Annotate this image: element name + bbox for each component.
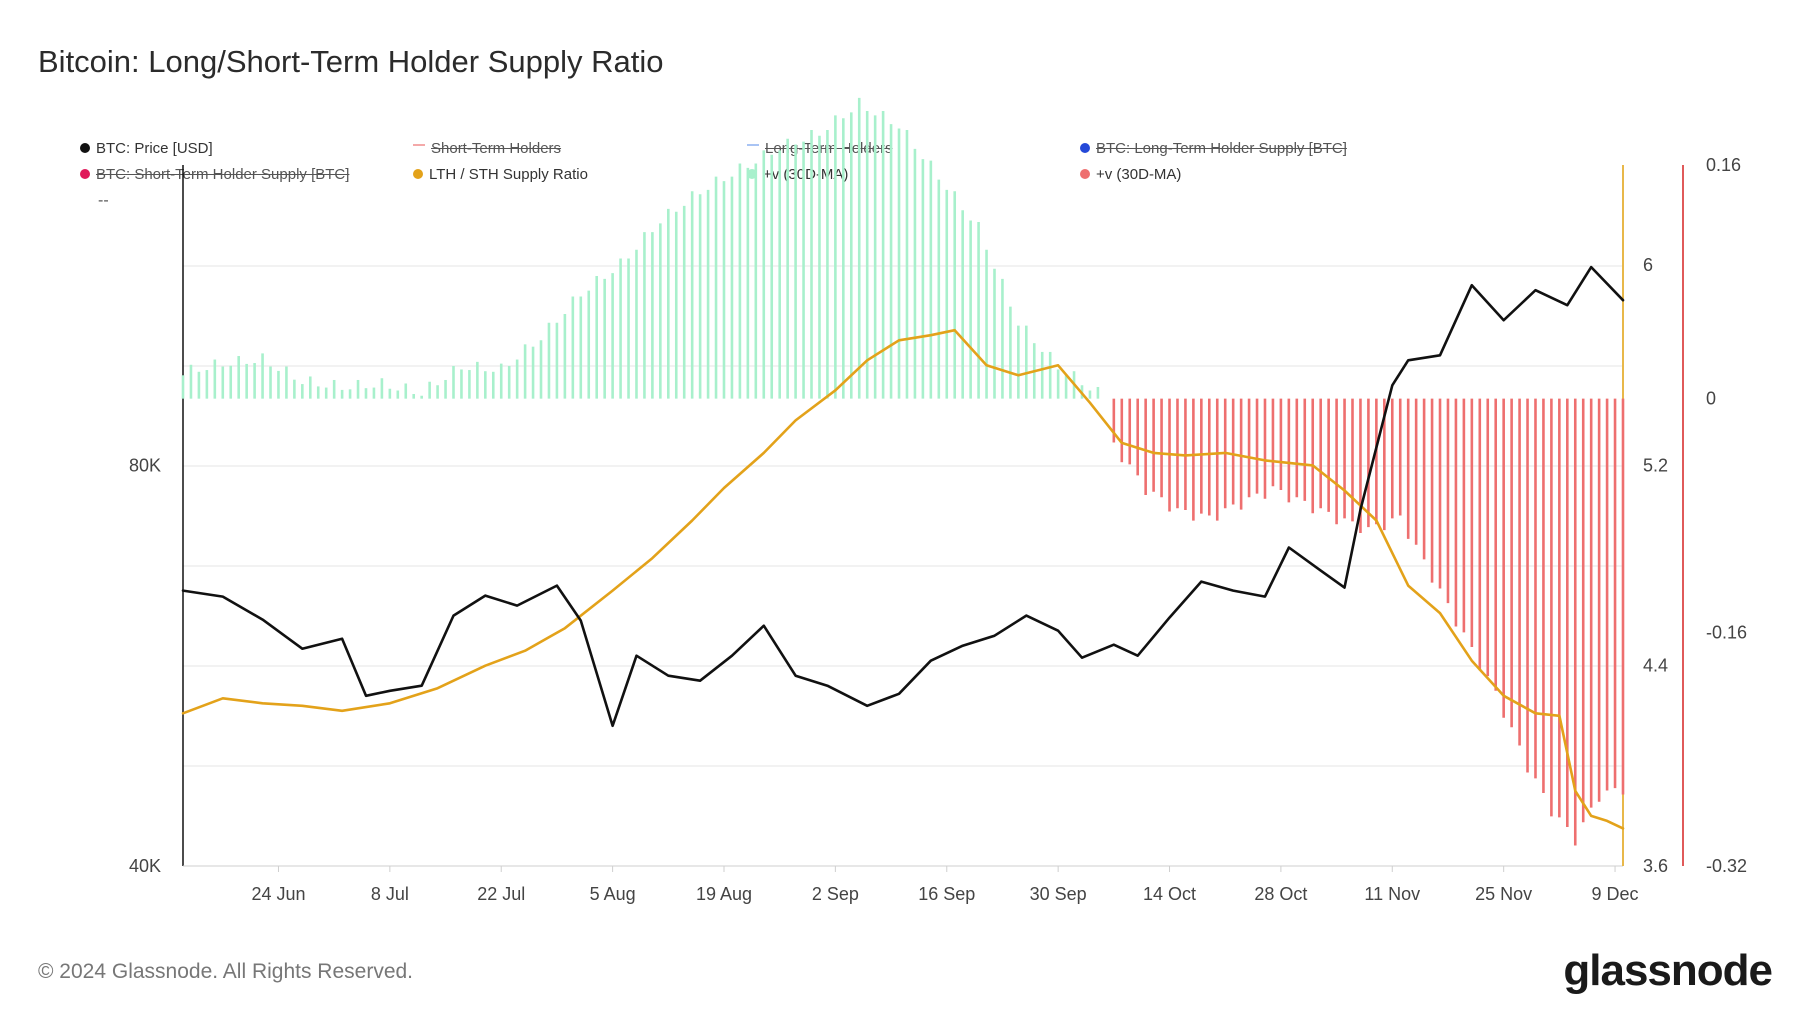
legend-item-ratio[interactable]: LTH / STH Supply Ratio: [413, 166, 588, 183]
legend-label: BTC: Long-Term Holder Supply [BTC]: [1096, 140, 1347, 157]
y-left-tick-label: 80K: [129, 455, 161, 475]
chart-title: Bitcoin: Long/Short-Term Holder Supply R…: [38, 44, 664, 79]
x-tick-label: 30 Sep: [1030, 884, 1087, 904]
y-left-tick-label: 40K: [129, 856, 161, 876]
legend-label: BTC: Price [USD]: [96, 140, 213, 157]
y-right2-tick-label: -0.32: [1706, 856, 1747, 876]
legend-item-negative-bars[interactable]: +v (30D-MA): [1080, 166, 1181, 183]
legend-dash: --: [98, 192, 109, 209]
legend-line-icon: [413, 144, 425, 147]
x-tick-label: 5 Aug: [590, 884, 636, 904]
copyright: © 2024 Glassnode. All Rights Reserved.: [38, 960, 414, 983]
x-tick-label: 28 Oct: [1254, 884, 1307, 904]
legend-item-sth[interactable]: Short-Term Holders: [413, 140, 561, 157]
legend-dot-icon: [1080, 143, 1090, 154]
legend-dot-icon: [747, 169, 757, 180]
x-tick-label: 24 Jun: [251, 884, 305, 904]
legend-label: Short-Term Holders: [431, 140, 562, 157]
legend-label: +v (30D-MA): [1096, 166, 1182, 183]
x-tick-label: 14 Oct: [1143, 884, 1196, 904]
legend-dot-icon: [413, 169, 423, 180]
legend-label: LTH / STH Supply Ratio: [429, 166, 588, 183]
price-line: [181, 265, 1625, 728]
y-right1-tick-label: 3.6: [1643, 856, 1668, 876]
ratio-line: [181, 328, 1625, 830]
legend-line-icon: [747, 144, 759, 147]
x-tick-label: 25 Nov: [1475, 884, 1532, 904]
y-right2-tick-label: -0.16: [1706, 622, 1747, 642]
y-right2-tick-label: 0.16: [1706, 155, 1741, 175]
x-tick-label: 22 Jul: [477, 884, 525, 904]
legend-label: BTC: Short-Term Holder Supply [BTC]: [96, 166, 350, 183]
legend-item-sth-supply[interactable]: BTC: Short-Term Holder Supply [BTC]: [80, 166, 349, 183]
legend-item-btc-price[interactable]: BTC: Price [USD]: [80, 140, 213, 157]
glassnode-logo: glassnode: [1563, 946, 1773, 995]
legend-item-lth-supply[interactable]: BTC: Long-Term Holder Supply [BTC]: [1080, 140, 1347, 157]
x-tick-label: 19 Aug: [696, 884, 752, 904]
x-tick-label: 2 Sep: [812, 884, 859, 904]
legend-dot-icon: [80, 143, 90, 154]
y-right1-tick-label: 4.4: [1643, 656, 1668, 676]
y-right1-tick-label: 5.2: [1643, 455, 1668, 475]
legend-dot-icon: [80, 169, 90, 180]
x-tick-label: 11 Nov: [1364, 884, 1420, 904]
y-right1-tick-label: 6: [1643, 255, 1653, 275]
x-tick-label: 8 Jul: [371, 884, 409, 904]
y-right2-tick-label: 0: [1706, 389, 1716, 409]
x-tick-label: 16 Sep: [918, 884, 975, 904]
legend-dot-icon: [1080, 169, 1090, 180]
x-tick-label: 9 Dec: [1592, 884, 1639, 904]
